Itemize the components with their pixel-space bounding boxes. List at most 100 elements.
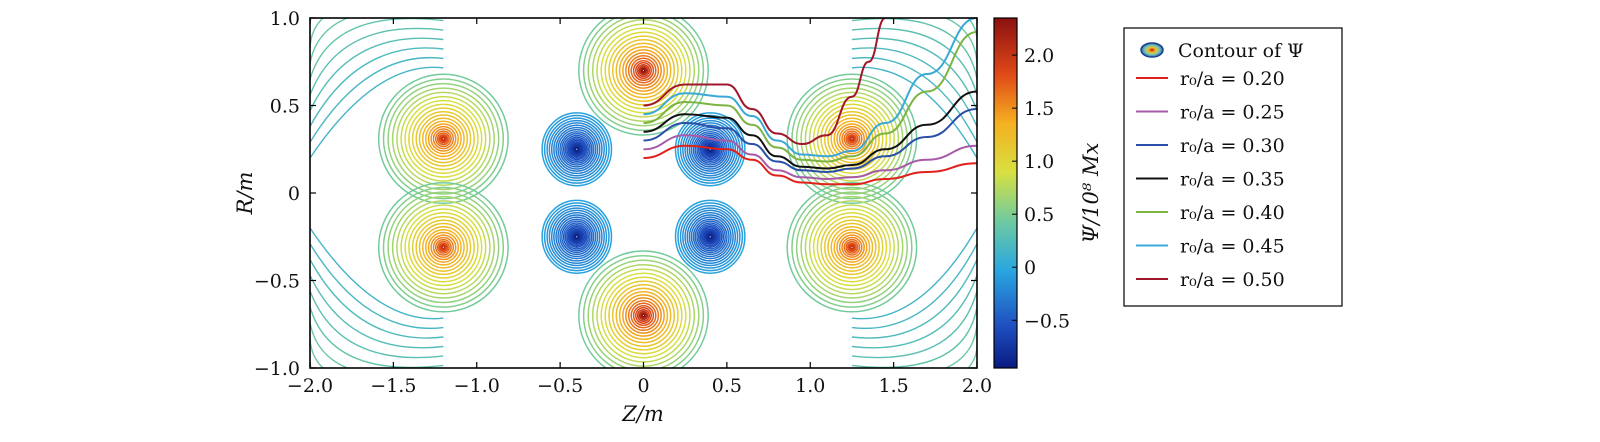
contour-line [439, 243, 447, 251]
x-axis-label: Z/m [621, 402, 664, 426]
contour-line [625, 52, 662, 89]
contour-line [851, 275, 977, 349]
legend-entry-label: r₀/a = 0.25 [1180, 102, 1285, 124]
contour-line [562, 222, 591, 252]
contour-source [786, 182, 918, 313]
contour-line [424, 228, 462, 266]
trajectory-line-4 [643, 90, 977, 170]
contour-line [851, 290, 977, 359]
contour-line [618, 290, 669, 341]
trajectory-line-1 [643, 144, 977, 186]
contour-line [636, 308, 651, 323]
contour-line [630, 57, 657, 84]
contour-line [851, 66, 977, 159]
contour-line [848, 135, 856, 143]
contour-source [578, 250, 709, 368]
y-tick-label: −1.0 [254, 358, 300, 380]
legend-contour-label: Contour of Ψ [1178, 40, 1304, 62]
x-tick-label: −1.5 [370, 375, 416, 397]
contour-line [641, 68, 646, 73]
contour-line [700, 227, 720, 247]
contour-line [632, 59, 655, 82]
contour-line [546, 117, 608, 182]
contour-line [400, 95, 487, 182]
x-tick-label: −1.0 [454, 375, 500, 397]
contour-line [692, 218, 728, 256]
contour-line [795, 82, 908, 195]
contour-line [967, 338, 977, 368]
contour-line [427, 231, 460, 263]
legend-entry-label: r₀/a = 0.50 [1180, 269, 1285, 291]
contour-line [548, 207, 605, 267]
contour-line [618, 45, 669, 96]
contour-line [567, 139, 587, 159]
contour-line [310, 56, 444, 143]
contour-line [566, 225, 588, 248]
contour-line [424, 120, 462, 158]
contour-line [703, 229, 717, 244]
contour-line [408, 103, 479, 174]
contour-line [846, 133, 857, 144]
contour-line [382, 78, 505, 200]
x-tick-label: 0 [637, 375, 649, 397]
contour-line [823, 110, 880, 167]
contour-line [541, 112, 613, 187]
contour-line [391, 195, 495, 299]
contour-line [434, 238, 452, 256]
contour-line [432, 128, 455, 150]
contour-line [408, 212, 479, 283]
contour-line [418, 114, 469, 164]
contour-line [845, 132, 859, 146]
contour-line [555, 214, 599, 260]
colorbar-label: Ψ/10⁸ Mx [1079, 143, 1103, 244]
contour-source [541, 112, 613, 187]
contour-line [604, 276, 683, 355]
trajectory-line-2 [643, 134, 977, 181]
trajectory-line-7 [643, 18, 886, 146]
contour-line [441, 245, 446, 250]
contour-line [421, 117, 465, 161]
contour-line [677, 202, 744, 272]
contour-line [309, 0, 444, 16]
contour-line [686, 124, 734, 175]
contour-line [843, 238, 861, 256]
contour-line [559, 130, 595, 168]
contour-line [543, 114, 610, 184]
contour-line [702, 228, 719, 245]
contour-line [415, 110, 472, 167]
contour-line [310, 37, 444, 112]
contour-line [791, 186, 913, 308]
contour-line [791, 78, 913, 200]
contour-source [578, 18, 709, 136]
contour-line [570, 229, 584, 244]
contour-line [550, 209, 603, 264]
contour-line [976, 27, 977, 32]
contour-line [611, 284, 676, 347]
trajectory-line-3 [643, 108, 977, 174]
contour-line [851, 227, 977, 320]
x-tick-label: 1.0 [795, 375, 825, 397]
contour-line [615, 287, 672, 344]
colorbar-gradient [993, 17, 1018, 369]
y-axis-ticks: 1.0 0.5 0 −0.5 −1.0 [254, 8, 977, 380]
contour-line [438, 133, 449, 144]
contour-line [307, 0, 444, 1]
contour-line [625, 297, 662, 334]
contour-line [377, 73, 509, 205]
contour-line [852, 0, 980, 16]
contour-line [543, 202, 610, 272]
contour-line [411, 215, 475, 279]
contour-line [541, 199, 613, 274]
contour-line [830, 225, 874, 269]
contour-line [570, 142, 584, 157]
contour-line [690, 216, 730, 258]
contour-line [310, 338, 325, 368]
contour-line [421, 225, 465, 269]
contour-line [635, 307, 652, 324]
contour-line [600, 272, 687, 359]
contour-line [795, 191, 908, 304]
contour-line [557, 128, 597, 170]
colorbar: 2.0 1.5 1.0 0.5 0 −0.5 Ψ/10⁸ Mx [993, 17, 1103, 369]
contour-swatch-icon [1140, 42, 1164, 58]
